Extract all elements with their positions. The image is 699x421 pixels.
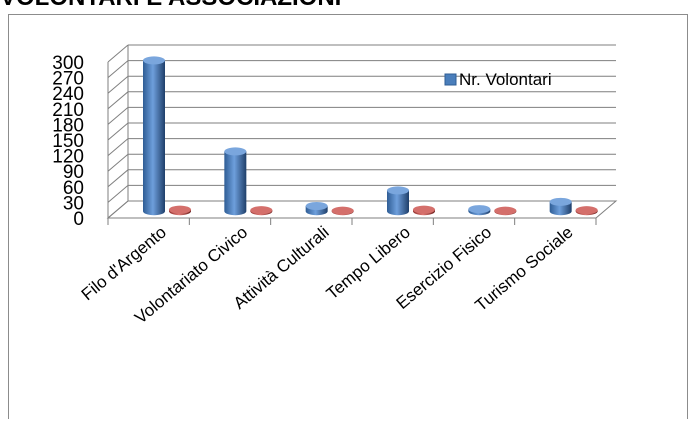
gridline-side	[107, 138, 129, 156]
y-tick-label: 120	[52, 147, 84, 168]
y-tick-label: 90	[63, 162, 84, 183]
y-tick-label: 150	[52, 131, 84, 152]
bar-volontari	[305, 202, 328, 216]
gridline-side	[107, 44, 129, 63]
bar-series-2	[169, 205, 191, 216]
legend-swatch	[444, 73, 457, 86]
y-tick-label: 300	[52, 53, 84, 74]
y-tick-label: 180	[52, 115, 84, 136]
gridline-side	[107, 169, 129, 188]
gridline-side	[107, 153, 129, 172]
gridline-side	[107, 75, 129, 94]
y-tick-label: 240	[52, 84, 84, 105]
gridline-side	[107, 185, 129, 203]
bar-series-2	[413, 205, 435, 216]
y-tick-label: 270	[52, 69, 84, 90]
bar-series-2	[575, 206, 598, 216]
page-title: VOLONTARI E ASSOCIAZIONI	[0, 0, 341, 12]
gridline-side	[107, 122, 129, 141]
y-tick-label: 0	[73, 209, 84, 230]
bar-volontari	[224, 147, 247, 216]
gridline-side	[107, 107, 129, 125]
gridline-side	[107, 60, 129, 78]
y-tick-label: 60	[63, 178, 84, 199]
y-tick-label: 210	[52, 100, 84, 121]
bar-volontari	[549, 197, 572, 216]
bar-volontari	[387, 186, 409, 216]
chart-frame	[8, 14, 688, 419]
bar-series-2	[494, 206, 517, 216]
bar-volontari	[468, 205, 491, 216]
bar-volontari	[143, 56, 165, 216]
bar-series-2	[250, 206, 273, 216]
y-tick-label: 30	[63, 193, 84, 214]
legend-label: Nr. Volontari	[459, 70, 552, 89]
gridline-side	[107, 91, 129, 110]
bar-series-2	[331, 206, 354, 216]
